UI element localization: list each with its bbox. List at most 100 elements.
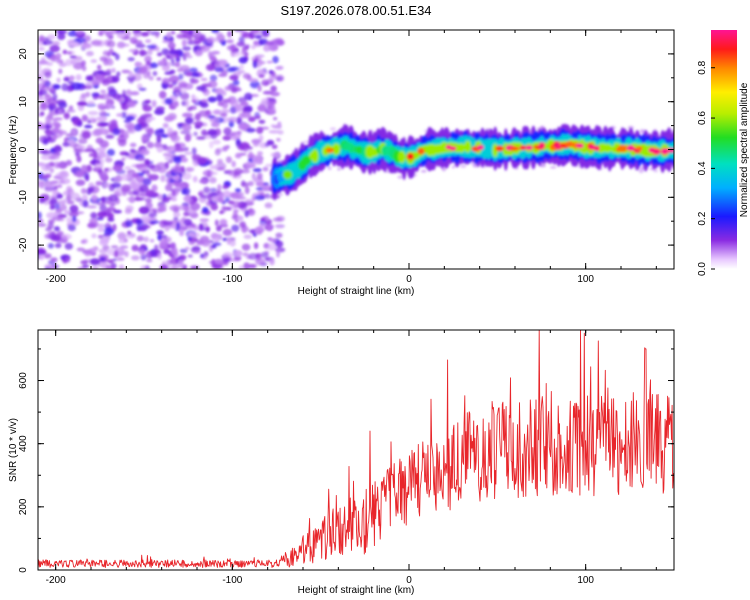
- noise-blob: [99, 256, 106, 262]
- noise-blob: [105, 30, 114, 38]
- noise-blob: [170, 134, 181, 143]
- noise-blob: [65, 159, 73, 166]
- noise-blob: [121, 157, 126, 162]
- noise-blob: [66, 139, 75, 144]
- noise-blob: [219, 112, 228, 117]
- y-tick-label: 400: [18, 435, 29, 452]
- noise-blob: [138, 87, 147, 91]
- noise-blob: [58, 177, 64, 181]
- noise-blob: [161, 166, 166, 170]
- noise-blob: [191, 99, 197, 103]
- noise-blob: [142, 178, 152, 186]
- noise-blob: [168, 131, 175, 136]
- noise-blob: [183, 51, 191, 57]
- noise-blob: [161, 134, 169, 138]
- noise-blob: [129, 36, 138, 44]
- noise-blob: [202, 88, 210, 97]
- noise-blob: [171, 189, 176, 197]
- noise-blob: [140, 148, 150, 156]
- noise-blob: [134, 61, 140, 68]
- noise-blob: [164, 98, 173, 105]
- noise-blob: [179, 248, 188, 254]
- noise-blob: [148, 174, 159, 181]
- noise-blob: [255, 257, 266, 266]
- noise-blob: [161, 197, 170, 203]
- noise-blob: [90, 212, 98, 219]
- noise-blob: [38, 107, 42, 112]
- noise-blob: [199, 37, 204, 42]
- noise-blob: [66, 194, 72, 202]
- noise-blob: [216, 225, 222, 232]
- noise-blob: [156, 52, 163, 57]
- noise-blob: [136, 235, 144, 242]
- noise-blob: [201, 218, 207, 224]
- snr-panel: -200 -100 0 100 0 200 400 600 Height of straigh…: [8, 329, 675, 596]
- noise-blob: [163, 249, 171, 255]
- noise-blob: [260, 251, 269, 258]
- noise-blob: [207, 96, 217, 103]
- noise-blob: [54, 203, 61, 210]
- noise-blob: [81, 65, 87, 72]
- noise-blob: [137, 157, 146, 162]
- noise-blob: [206, 170, 212, 178]
- noise-blob: [211, 122, 219, 127]
- noise-blob: [65, 256, 71, 263]
- noise-blob: [52, 189, 58, 197]
- noise-blob: [147, 212, 158, 218]
- noise-blob: [244, 44, 251, 49]
- noise-blob: [214, 66, 224, 73]
- noise-blob: [153, 192, 159, 198]
- noise-blob: [146, 44, 158, 49]
- noise-blob: [275, 74, 285, 82]
- noise-blob: [76, 247, 86, 252]
- ridge-segment: [311, 149, 319, 163]
- noise-blob: [142, 113, 153, 118]
- noise-blob: [77, 120, 83, 126]
- noise-blob: [38, 89, 48, 96]
- noise-blob: [68, 105, 74, 111]
- noise-blob: [132, 30, 142, 34]
- noise-blob: [267, 97, 276, 102]
- noise-blob: [141, 170, 147, 174]
- noise-blob: [182, 112, 193, 118]
- noise-blob: [209, 54, 216, 60]
- noise-blob: [181, 157, 189, 163]
- noise-blob: [166, 149, 175, 153]
- noise-blob: [174, 163, 181, 171]
- noise-blob: [209, 74, 218, 82]
- noise-blob: [105, 134, 115, 139]
- ridge-segment: [576, 143, 584, 149]
- noise-blob: [241, 243, 251, 251]
- noise-blob: [159, 128, 165, 133]
- noise-blob: [159, 264, 169, 269]
- noise-blob: [129, 148, 136, 154]
- noise-blob: [254, 115, 261, 120]
- ridge-segment: [449, 146, 457, 151]
- noise-blob: [140, 265, 148, 269]
- noise-blob: [237, 215, 244, 222]
- noise-blob: [89, 218, 98, 224]
- x-tick-label: 0: [406, 575, 412, 586]
- noise-blob: [128, 152, 136, 160]
- noise-blob: [229, 106, 237, 114]
- noise-blob: [76, 101, 88, 107]
- noise-blob: [169, 69, 176, 75]
- x-tick-label: 100: [577, 575, 594, 586]
- noise-blob: [69, 204, 79, 213]
- noise-blob: [82, 85, 93, 90]
- noise-blob: [89, 258, 101, 266]
- noise-blob: [101, 79, 110, 86]
- noise-blob: [196, 136, 206, 140]
- noise-blob: [162, 122, 169, 129]
- noise-blob: [145, 39, 152, 43]
- noise-blob: [188, 240, 195, 245]
- noise-blob: [206, 36, 216, 44]
- noise-blob: [229, 74, 239, 81]
- noise-blob: [50, 196, 58, 205]
- y-tick-label: 0: [18, 567, 29, 573]
- noise-blob: [183, 195, 191, 202]
- noise-blob: [139, 184, 149, 193]
- noise-blob: [214, 219, 219, 227]
- snr-series: [38, 330, 674, 568]
- noise-blob: [112, 77, 118, 83]
